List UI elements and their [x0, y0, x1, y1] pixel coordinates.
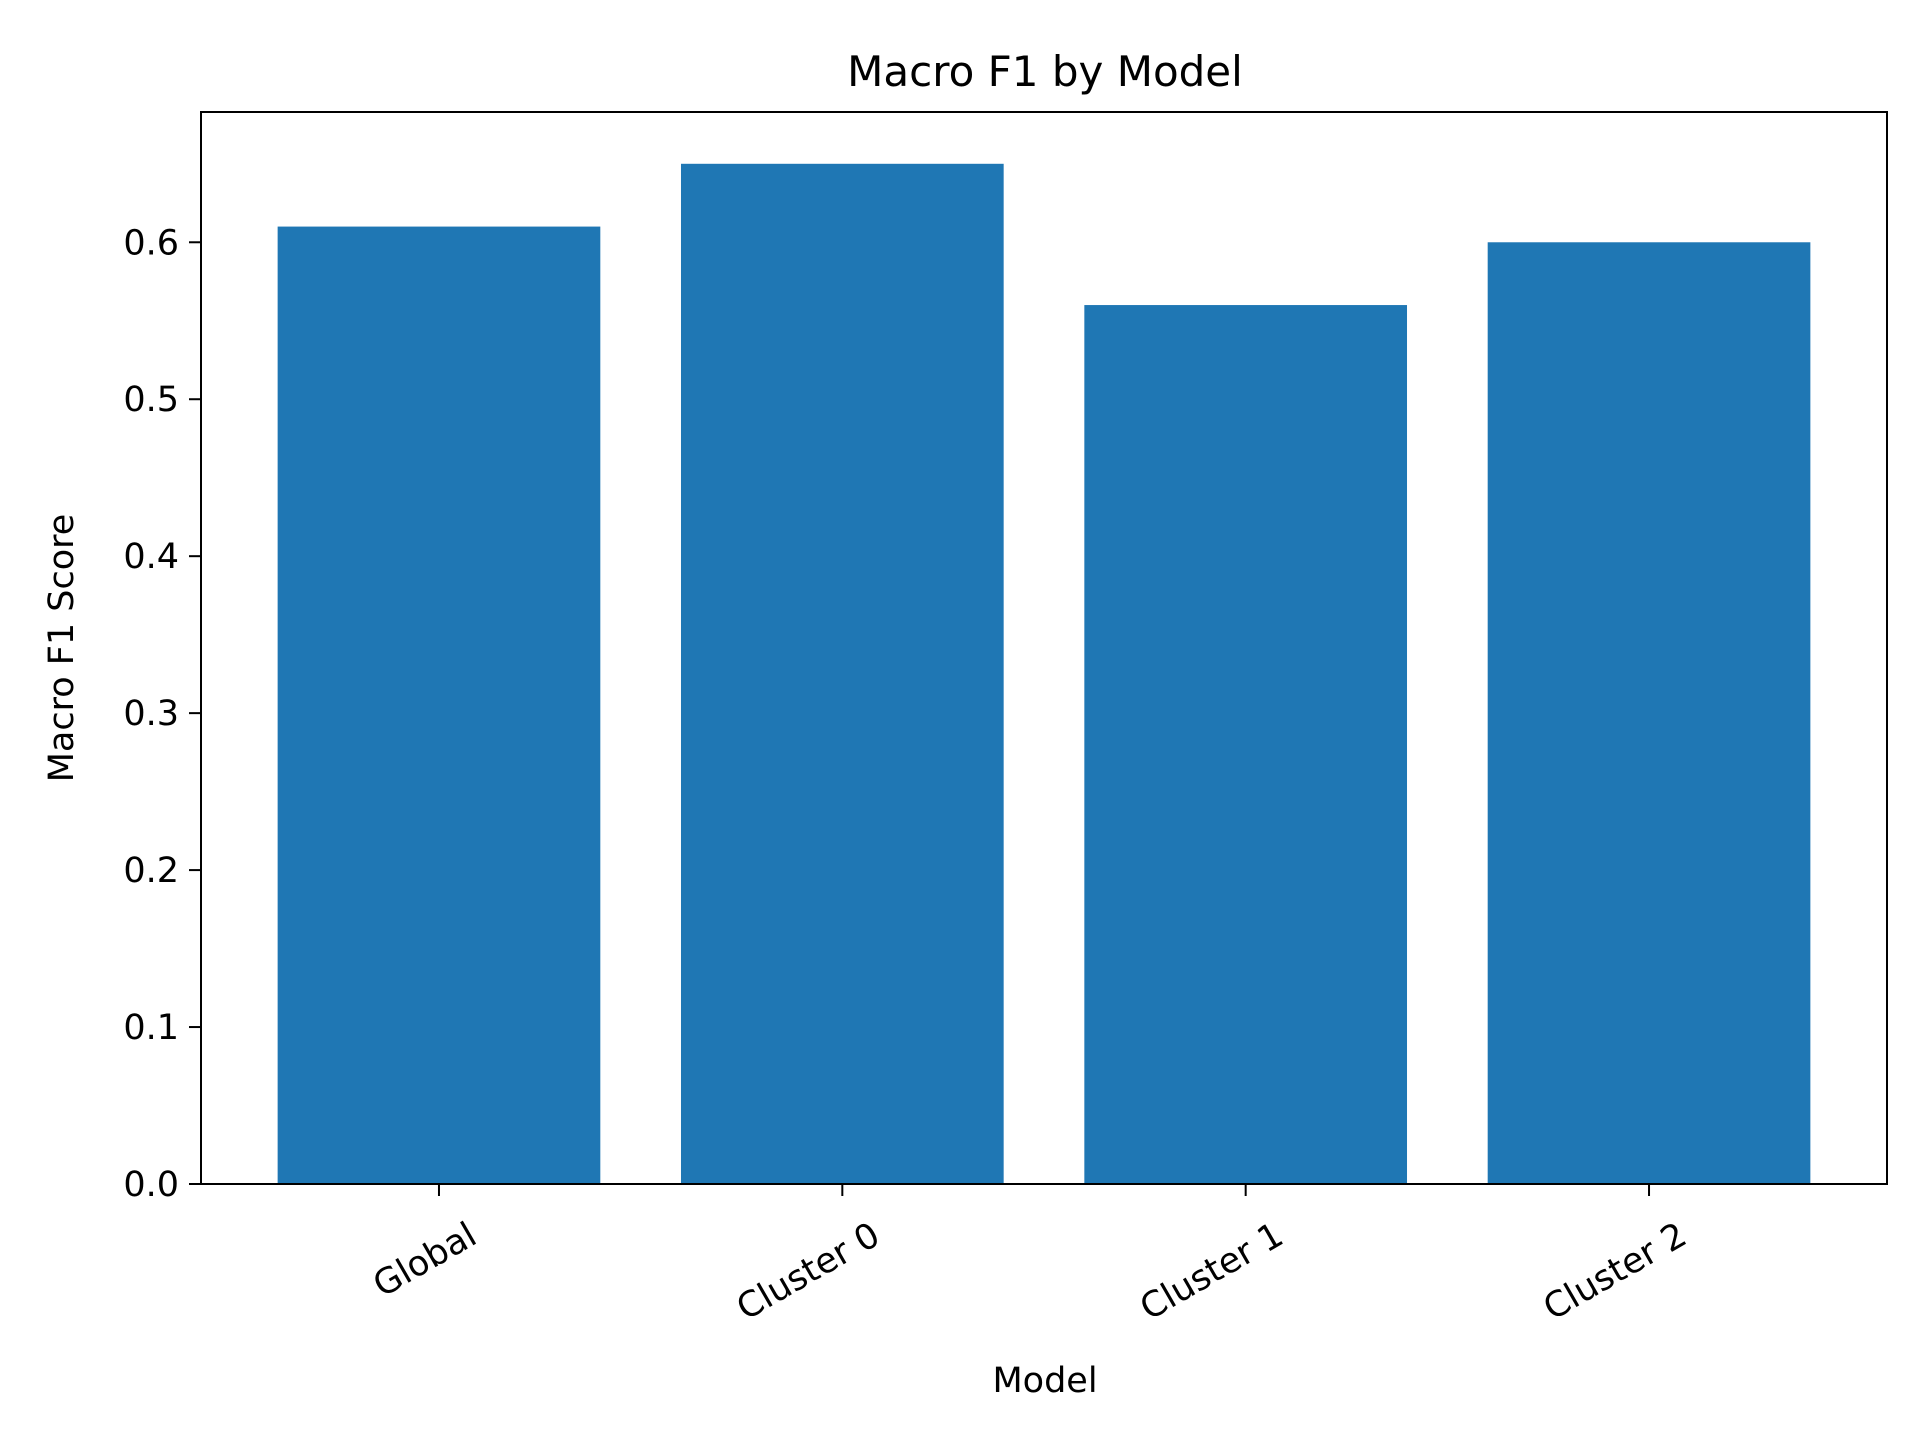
- y-tick-label: 0.0: [123, 1165, 179, 1205]
- y-tick-label: 0.6: [123, 223, 179, 263]
- bar-cluster-2: [1487, 242, 1811, 1184]
- chart-title: Macro F1 by Model: [847, 47, 1243, 96]
- bar-cluster-1: [1084, 305, 1408, 1184]
- x-axis: Global Cluster 0 Cluster 1 Cluster 2: [367, 1184, 1694, 1329]
- bar-global: [277, 226, 601, 1184]
- y-tick-label: 0.3: [123, 694, 179, 734]
- x-tick-label: Cluster 1: [1134, 1215, 1291, 1328]
- x-tick-label: Cluster 0: [730, 1215, 887, 1328]
- bar-cluster-0: [680, 163, 1004, 1184]
- x-tick-label: Cluster 2: [1537, 1215, 1694, 1328]
- x-axis-label: Model: [992, 1361, 1097, 1401]
- y-tick-label: 0.5: [123, 380, 179, 420]
- y-tick-label: 0.1: [123, 1008, 179, 1048]
- y-tick-label: 0.2: [123, 851, 179, 891]
- x-tick-label: Global: [367, 1215, 484, 1305]
- plot-frame: [200, 111, 1888, 1185]
- y-axis: 0.0 0.1 0.2 0.3 0.4 0.5 0.6: [123, 223, 201, 1205]
- y-axis-label: Macro F1 Score: [42, 514, 82, 783]
- bars-group: [277, 163, 1811, 1184]
- y-tick-label: 0.4: [123, 537, 179, 577]
